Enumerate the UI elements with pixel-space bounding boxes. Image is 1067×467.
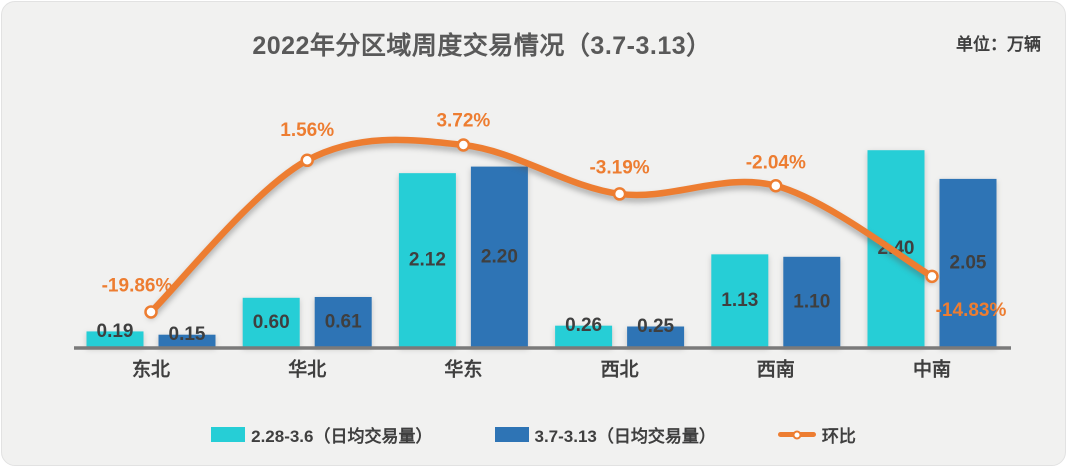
bar-label-prev-4: 1.13 — [721, 290, 758, 311]
ratio-line-marker-dot — [792, 430, 802, 439]
ratio-label-0: -19.86% — [102, 275, 173, 296]
bar-label-curr-4: 1.10 — [793, 291, 830, 312]
ratio-label-5: -14.83% — [936, 300, 1007, 321]
bar-curr-1 — [314, 296, 372, 347]
bar-label-curr-0: 0.15 — [169, 324, 206, 345]
legend-label-prev-week: 2.28-3.6（日均交易量） — [251, 427, 433, 446]
ratio-marker-0 — [144, 305, 158, 319]
legend-item-ratio: 环比 — [777, 422, 856, 447]
category-label-0: 东北 — [132, 358, 170, 381]
ratio-marker-3 — [612, 187, 627, 201]
bar-label-curr-1: 0.61 — [325, 311, 362, 332]
bar-curr-3 — [627, 326, 685, 347]
bar-label-curr-3: 0.25 — [637, 316, 674, 337]
legend: 2.28-3.6（日均交易量） 3.7-3.13（日均交易量） 环比 — [2, 422, 1065, 447]
bar-curr-2 — [470, 166, 528, 347]
bar-label-prev-3: 0.26 — [565, 315, 602, 336]
bar-label-prev-1: 0.60 — [253, 312, 290, 333]
prev-week-swatch — [211, 427, 246, 442]
legend-item-curr-week: 3.7-3.13（日均交易量） — [494, 422, 716, 447]
category-label-4: 西南 — [757, 359, 795, 381]
legend-label-curr-week: 3.7-3.13（日均交易量） — [534, 427, 716, 446]
bar-label-prev-0: 0.19 — [97, 321, 134, 342]
bar-curr-5 — [939, 178, 997, 347]
legend-item-prev-week: 2.28-3.6（日均交易量） — [211, 422, 433, 447]
ratio-marker-2 — [456, 138, 471, 152]
bar-prev-4 — [711, 254, 769, 347]
bar-curr-0 — [158, 334, 216, 347]
bar-label-prev-2: 2.12 — [409, 250, 446, 271]
unit-label: 单位：万辆 — [956, 35, 1041, 54]
bar-prev-0 — [86, 331, 144, 347]
ratio-label-3: -3.19% — [589, 157, 649, 178]
ratio-label-1: 1.56% — [280, 120, 334, 141]
legend-label-ratio: 环比 — [821, 427, 856, 446]
ratio-marker-5 — [925, 269, 939, 284]
category-label-3: 西北 — [601, 359, 639, 381]
bar-prev-3 — [555, 325, 613, 347]
ratio-marker-1 — [300, 153, 314, 168]
bar-prev-2 — [398, 173, 456, 347]
ratio-line-swatch — [777, 430, 816, 439]
bar-label-curr-2: 2.20 — [481, 246, 518, 267]
bar-prev-1 — [242, 297, 300, 347]
chart-title: 2022年分区域周度交易情况（3.7-3.13） — [252, 32, 712, 60]
category-label-2: 华东 — [444, 358, 482, 381]
bar-curr-4 — [783, 256, 841, 347]
bar-label-curr-5: 2.05 — [950, 252, 987, 273]
ratio-marker-4 — [769, 179, 783, 193]
category-label-1: 华北 — [288, 358, 326, 381]
curr-week-swatch — [494, 427, 529, 442]
ratio-trend-line — [147, 136, 936, 316]
ratio-label-4: -2.04% — [746, 152, 806, 173]
category-label-5: 中南 — [913, 358, 951, 381]
ratio-label-2: 3.72% — [436, 111, 490, 132]
